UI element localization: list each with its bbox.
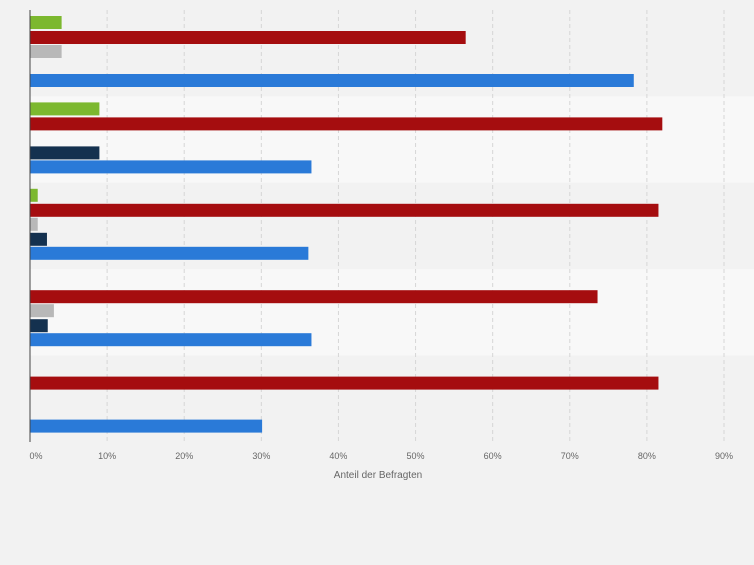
bar [30, 232, 47, 246]
x-tick-label: 90% [715, 451, 733, 461]
bar [30, 74, 634, 87]
x-tick-label: 20% [175, 451, 193, 461]
bar [30, 31, 466, 44]
bar [30, 246, 309, 260]
bars [30, 16, 663, 433]
bar [30, 290, 598, 304]
x-axis-label: Anteil der Befragten [334, 470, 422, 481]
bar [30, 146, 100, 160]
x-axis-ticks: 0% 10% 20% 30% 40% 50% 60% 70% 80% 90% [29, 451, 733, 461]
bar [30, 419, 263, 433]
x-tick-label: 30% [252, 451, 270, 461]
x-tick-label: 40% [329, 451, 347, 461]
x-tick-label: 50% [407, 451, 425, 461]
bar [30, 45, 62, 58]
bar [30, 319, 48, 333]
bar [30, 376, 659, 390]
bar [30, 188, 38, 202]
bar [30, 160, 312, 174]
bar [30, 333, 312, 347]
x-tick-label: 0% [29, 451, 42, 461]
bar [30, 203, 659, 217]
x-tick-label: 60% [484, 451, 502, 461]
bar [30, 102, 100, 116]
x-tick-label: 10% [98, 451, 116, 461]
bar [30, 304, 54, 318]
bar [30, 117, 663, 131]
bar [30, 217, 38, 231]
x-tick-label: 80% [638, 451, 656, 461]
x-tick-label: 70% [561, 451, 579, 461]
bar [30, 16, 62, 29]
